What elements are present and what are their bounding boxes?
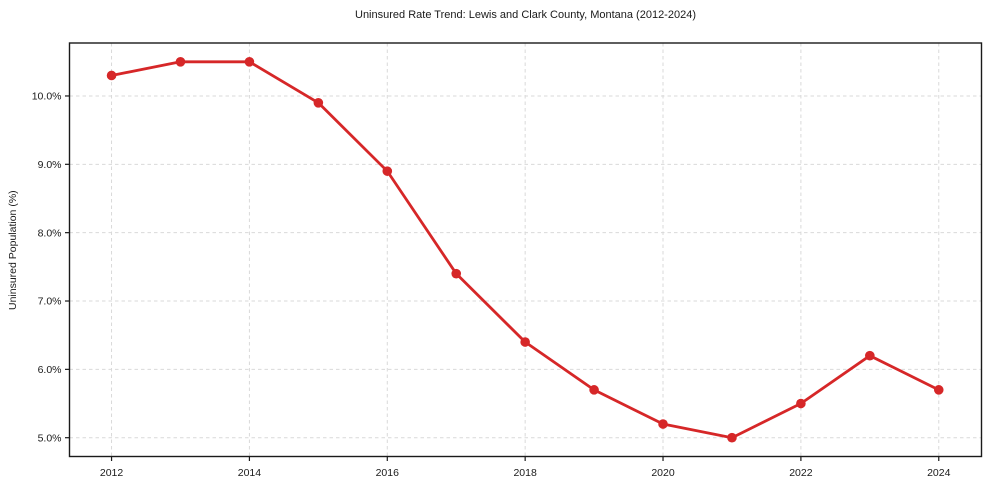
y-tick-label: 7.0%: [38, 296, 62, 308]
chart-title: Uninsured Rate Trend: Lewis and Clark Co…: [355, 9, 696, 21]
data-point-2017: [451, 268, 462, 279]
data-point-2019: [589, 385, 599, 395]
y-tick-label: 10.0%: [32, 91, 62, 103]
data-point-2023: [865, 350, 875, 361]
x-tick-label: 2022: [789, 467, 813, 479]
data-point-2014: [244, 56, 255, 67]
data-point-2020: [658, 419, 668, 429]
data-point-2015: [313, 98, 324, 108]
data-point-2012: [106, 70, 117, 81]
x-tick-label: 2016: [376, 467, 400, 479]
data-point-2022: [796, 398, 806, 409]
data-point-2016: [382, 166, 393, 176]
x-tick-label: 2018: [513, 467, 537, 479]
x-tick-label: 2024: [927, 467, 951, 479]
y-tick-label: 5.0%: [38, 432, 62, 444]
y-tick-label: 9.0%: [38, 159, 62, 171]
y-tick-label: 6.0%: [38, 364, 62, 376]
data-point-2018: [520, 337, 530, 347]
x-tick-label: 2012: [100, 467, 124, 479]
x-tick-label: 2014: [238, 467, 262, 479]
data-point-2024: [933, 385, 944, 395]
data-point-2013: [175, 56, 186, 67]
data-point-2021: [727, 432, 737, 443]
y-tick-label: 8.0%: [38, 227, 62, 239]
x-tick-label: 2020: [651, 467, 675, 479]
